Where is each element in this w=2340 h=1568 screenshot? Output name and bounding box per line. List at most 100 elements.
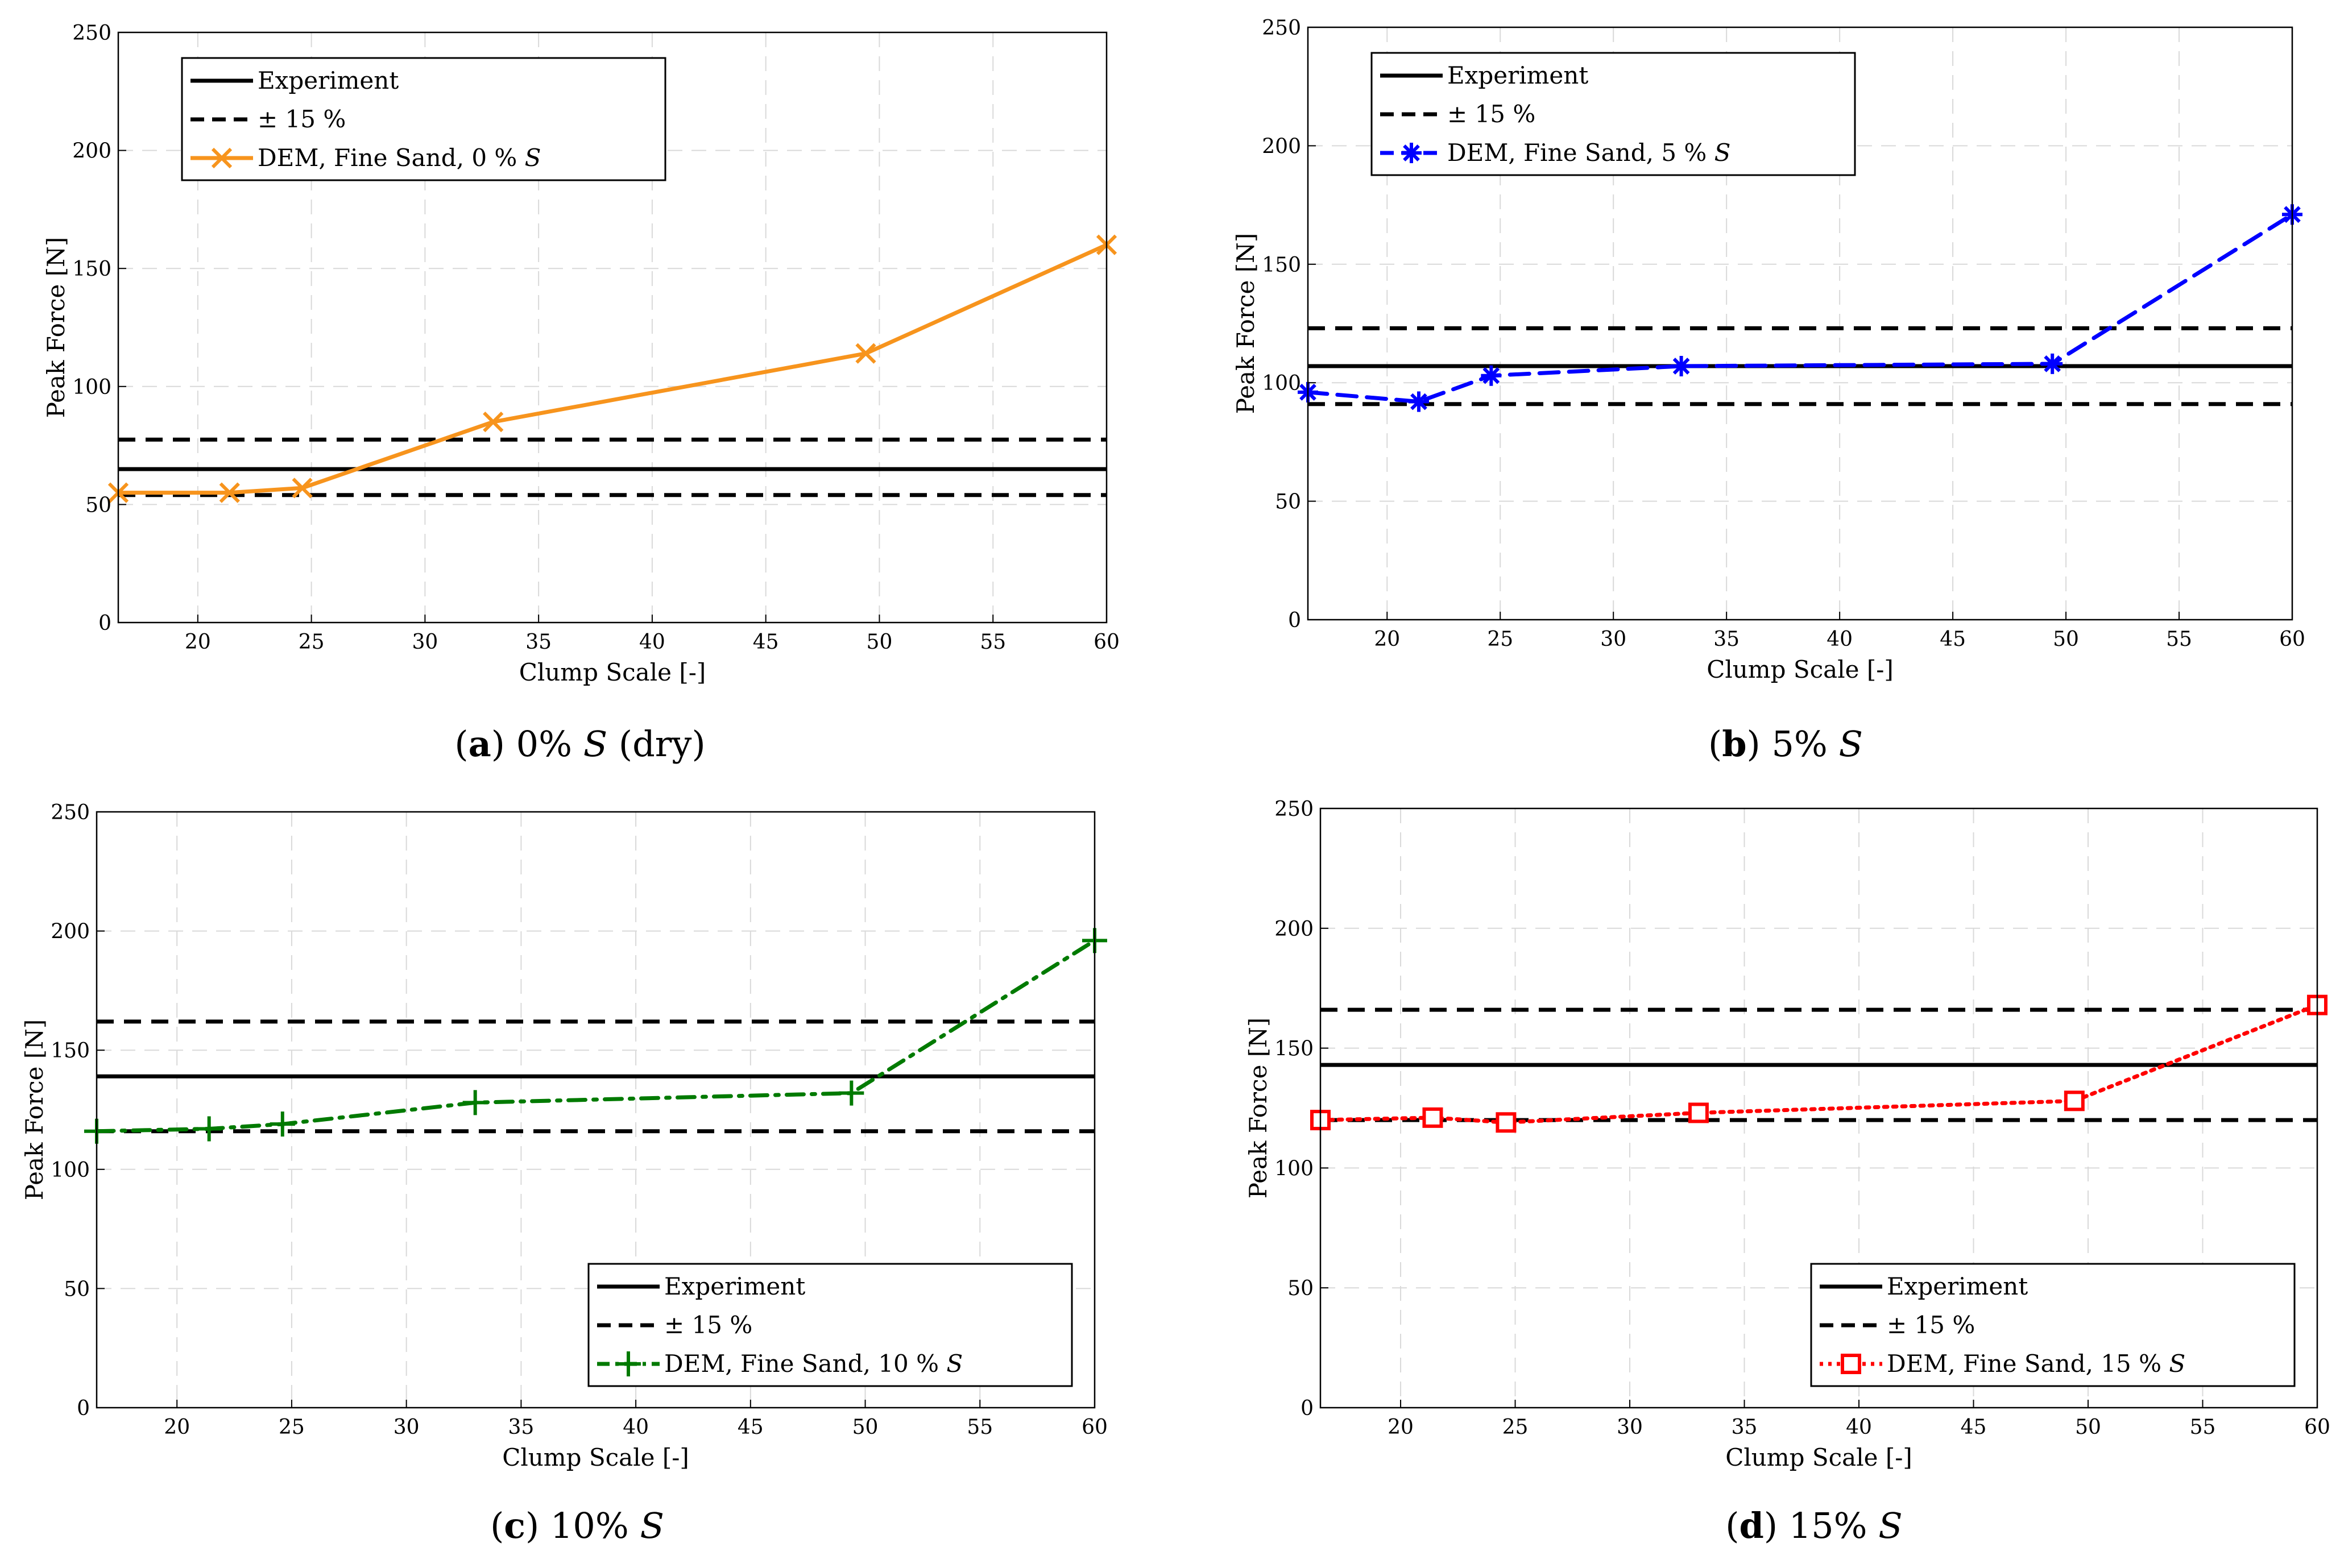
chart-panel-d: 20 25 30 35 40 45 50 55 60 0 50 100 150 200 250 Clump S… [1244,798,2330,1546]
x-tick-label: 45 [1940,628,1966,651]
y-axis-label: Peak Force [N] [42,237,70,418]
data-point [462,1090,488,1115]
x-tick-label: 30 [412,630,438,654]
x-axis-label: Clump Scale [-] [502,1443,689,1471]
data-point [1481,365,1502,386]
x-tick-label: 50 [2053,628,2079,651]
y-tick-label: 150 [1274,1038,1314,1061]
legend-marker [1841,1354,1861,1374]
data-point [1422,1107,1443,1128]
legend-marker [616,1351,641,1376]
y-axis-label: Peak Force [N] [20,1019,48,1201]
legend-label-experiment: Experiment [1447,61,1588,89]
axes-frame [96,811,1096,1409]
x-axis-label: Clump Scale [-] [1725,1443,1912,1471]
series-line [94,938,1097,1134]
x-tick-label: 60 [2304,1416,2330,1439]
y-tick-label: 100 [51,1159,90,1182]
panel-caption: (d) 15% S [1725,1505,1902,1546]
y-axis-label: Peak Force [N] [1244,1018,1272,1199]
legend: Experiment ± 15 % DEM, Fine Sand, 0 % S [181,57,666,181]
y-tick-label: 250 [72,22,111,45]
series-line [116,243,1109,495]
y-tick-label: 150 [1262,254,1301,277]
legend-box [1370,52,1856,176]
panel-caption: (a) 0% S (dry) [454,723,705,765]
data-point [855,343,876,364]
legend-label-band: ± 15 % [258,105,346,133]
x-tick-label: 30 [1600,628,1626,651]
data-point [2064,1090,2085,1111]
x-tick-label: 25 [279,1416,305,1439]
legend-label-series: DEM, Fine Sand, 5 % S [1447,139,1730,167]
legend: Experiment ± 15 % DEM, Fine Sand, 15 % S [1810,1263,2296,1387]
legend-label-series: DEM, Fine Sand, 0 % S [258,144,541,172]
x-tick-label: 20 [1374,628,1400,651]
y-tick-label: 0 [98,612,111,635]
y-tick-label: 200 [51,920,90,944]
y-tick-label: 50 [1275,491,1301,514]
y-tick-label: 250 [1262,16,1301,40]
panel-caption: (c) 10% S [490,1505,664,1546]
x-tick-label: 60 [2279,628,2305,651]
data-point [196,1116,222,1142]
y-tick-label: 200 [1262,135,1301,158]
x-axis-label: Clump Scale [-] [1707,656,1894,683]
y-tick-label: 150 [51,1039,90,1063]
legend-label-experiment: Experiment [1887,1272,2028,1300]
y-tick-label: 50 [85,493,111,517]
x-axis-label: Clump Scale [-] [519,658,706,686]
legend-marker [211,147,233,169]
x-tick-label: 40 [639,630,665,654]
legend-label-series: DEM, Fine Sand, 10 % S [664,1350,963,1378]
data-point [292,478,313,499]
y-tick-label: 100 [1262,372,1301,395]
legend-label-experiment: Experiment [664,1272,805,1300]
x-tick-label: 45 [753,630,779,654]
data-point [270,1111,295,1137]
data-point [839,1080,864,1106]
x-tick-label: 60 [1082,1416,1108,1439]
axes-frame [1307,26,2293,621]
x-tick-label: 35 [525,630,552,654]
y-tick-label: 0 [77,1397,90,1420]
x-tick-label: 40 [1827,628,1853,651]
x-tick-label: 50 [852,1416,879,1439]
legend-label-series: DEM, Fine Sand, 15 % S [1887,1350,2185,1378]
x-tick-label: 35 [1732,1416,1758,1439]
y-tick-label: 100 [72,376,111,399]
x-tick-label: 30 [1617,1416,1643,1439]
x-tick-label: 40 [1846,1416,1872,1439]
data-point [1408,391,1429,412]
x-tick-label: 40 [623,1416,649,1439]
legend-label-band: ± 15 % [1887,1311,1975,1339]
legend-label-experiment: Experiment [258,67,399,94]
data-point [1671,356,1692,377]
y-tick-label: 50 [64,1277,90,1301]
y-tick-label: 0 [1301,1397,1314,1420]
panel-caption: (b) 5% S [1708,723,1863,765]
legend-label-band: ± 15 % [1447,100,1535,128]
y-tick-label: 100 [1274,1157,1314,1180]
x-tick-label: 25 [1502,1416,1529,1439]
y-tick-label: 200 [72,140,111,163]
x-tick-label: 55 [967,1416,993,1439]
data-point [1496,1112,1517,1133]
x-tick-label: 30 [394,1416,420,1439]
x-tick-label: 35 [508,1416,534,1439]
x-tick-label: 55 [2190,1416,2216,1439]
chart-panel-c: 20 25 30 35 40 45 50 55 60 0 50 100 150 200 250 Clump S… [20,801,1108,1546]
data-point [2042,353,2063,374]
x-tick-label: 20 [164,1416,190,1439]
x-tick-label: 35 [1713,628,1740,651]
x-tick-label: 25 [299,630,325,654]
legend-box [181,57,666,181]
y-tick-label: 50 [1287,1277,1314,1300]
y-tick-label: 150 [72,258,111,281]
x-tick-label: 25 [1487,628,1513,651]
x-tick-label: 55 [2166,628,2192,651]
y-tick-label: 0 [1288,609,1301,632]
y-tick-label: 200 [1274,918,1314,941]
legend: Experiment ± 15 % DEM, Fine Sand, 10 % S [587,1263,1073,1387]
